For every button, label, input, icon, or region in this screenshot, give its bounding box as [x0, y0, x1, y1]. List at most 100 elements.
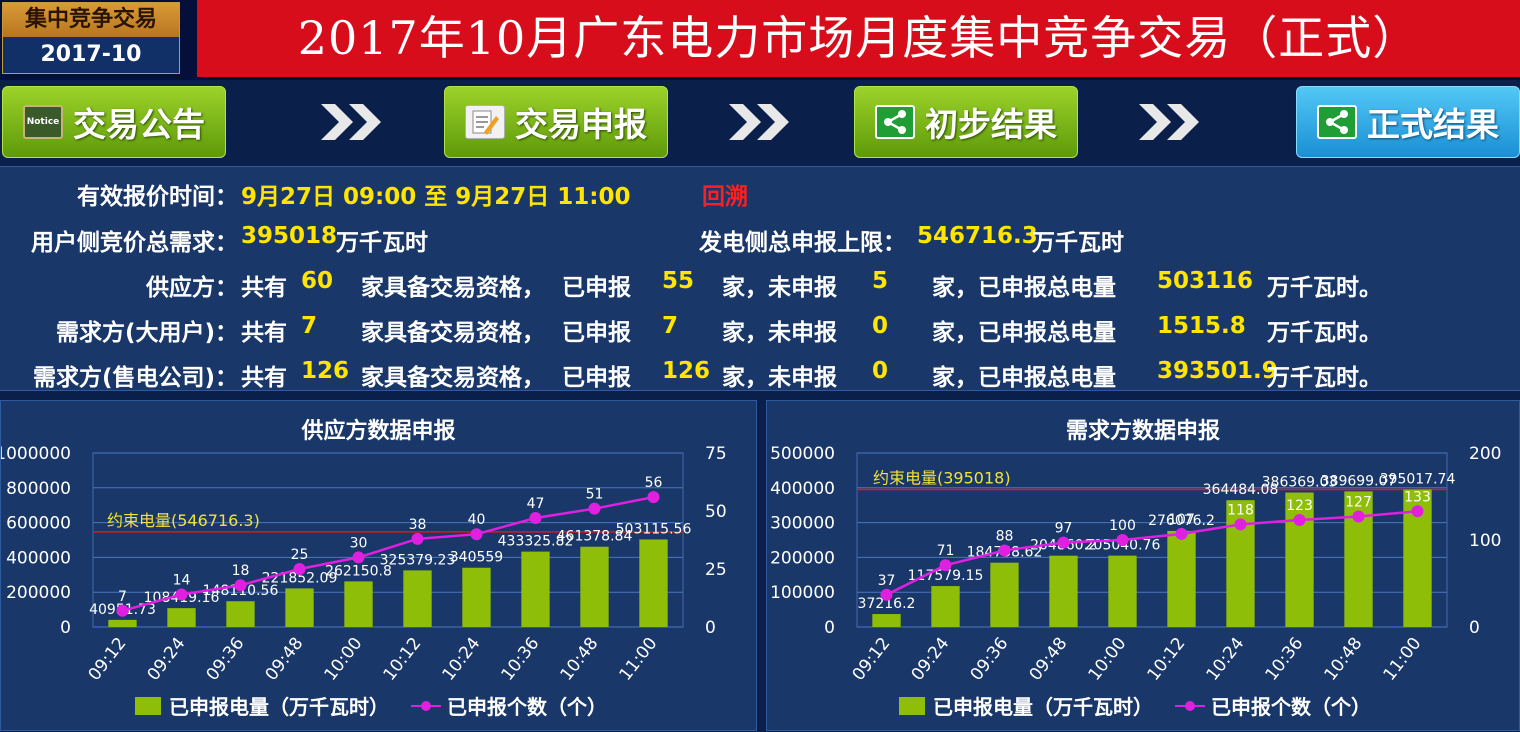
x-tick-label: 10:36 — [498, 634, 544, 685]
count-point-label: 30 — [350, 535, 368, 551]
unreported-text: 家，未申报 — [722, 275, 837, 301]
total-energy-value: 503116 — [1157, 268, 1254, 294]
count-point-label: 107 — [1168, 512, 1195, 528]
chart-legend: 已申报电量（万千瓦时） 已申报个数（个） — [899, 691, 1371, 720]
count-point — [880, 588, 893, 601]
bar-value-label: 461378.84 — [557, 529, 633, 545]
x-tick-label: 10:48 — [1321, 634, 1367, 685]
bar — [872, 614, 901, 627]
right-axis-tick-label: 100 — [1469, 531, 1501, 551]
bar — [285, 588, 314, 627]
total-energy-value: 1515.8 — [1157, 313, 1246, 339]
right-axis-tick-label: 75 — [705, 444, 727, 464]
time-label: 有效报价时间： — [77, 184, 238, 210]
count-point-label: 56 — [645, 475, 663, 491]
legend-bar-label: 已申报电量（万千瓦时） — [933, 695, 1153, 719]
count-point — [1116, 534, 1129, 546]
reported-label: 已申报 — [562, 365, 631, 391]
energy-unit: 万千瓦时。 — [1267, 320, 1382, 346]
bar — [521, 551, 550, 627]
page-title: 2017年10月广东电力市场月度集中竞争交易（正式） — [197, 0, 1520, 77]
energy-unit: 万千瓦时。 — [1267, 365, 1382, 391]
step-announcement-button[interactable]: Notice 交易公告 — [2, 86, 226, 158]
x-tick-label: 09:36 — [967, 634, 1013, 685]
x-tick-label: 09:36 — [203, 634, 249, 685]
chart-title: 供应方数据申报 — [301, 419, 456, 444]
count-point — [175, 588, 188, 601]
form-pencil-icon — [465, 105, 505, 139]
count-point — [1057, 536, 1070, 549]
x-tick-label: 10:12 — [380, 634, 426, 685]
demand-chart-panel: 需求方数据申报 0 100000 200000 300000 400000 500000 0… — [766, 400, 1520, 731]
bar — [1167, 530, 1196, 627]
bar-value-label: 262150.8 — [325, 563, 392, 579]
summary-panel: 有效报价时间： 9月27日 09:00 至 9月27日 11:00 回溯 用户侧… — [0, 166, 1520, 391]
x-tick-label: 09:48 — [262, 634, 308, 685]
count-point — [647, 491, 660, 504]
count-point — [1411, 505, 1424, 518]
x-tick-label: 10:12 — [1144, 634, 1190, 685]
reference-line-label: 约束电量(546716.3) — [107, 511, 260, 530]
count-point — [411, 532, 424, 545]
header: 集中竞争交易 2017-10 2017年10月广东电力市场月度集中竞争交易（正式… — [0, 0, 1520, 80]
badge-month: 2017-10 — [40, 42, 142, 67]
count-point — [293, 563, 306, 575]
step-final-result-button[interactable]: 正式结果 — [1296, 86, 1520, 158]
qualified-text: 家具备交易资格， — [361, 320, 545, 346]
count-point-label: 14 — [173, 573, 191, 589]
total-prefix: 共有 — [241, 365, 287, 391]
qualified-count: 126 — [301, 358, 350, 384]
left-axis-tick-label: 200000 — [770, 548, 835, 568]
legend-bar-label: 已申报电量（万千瓦时） — [169, 695, 389, 719]
count-point — [1234, 518, 1247, 531]
bar-value-label: 37216.2 — [858, 596, 916, 612]
x-tick-label: 09:48 — [1026, 634, 1072, 685]
x-tick-label: 09:12 — [85, 634, 131, 685]
x-tick-label: 10:48 — [557, 634, 603, 685]
count-point-label: 88 — [996, 528, 1014, 544]
bar-value-label: 340559 — [450, 550, 503, 566]
step-declaration-button[interactable]: 交易申报 — [444, 86, 668, 158]
step-label: 交易公告 — [73, 105, 205, 144]
process-nav: Notice 交易公告 交易申报 初步结果 正式结果 — [0, 80, 1520, 164]
right-axis-tick-label: 0 — [1469, 618, 1480, 638]
supply-chart-panel: 供应方数据申报 0 200000 400000 600000 800000 1000000… — [0, 400, 757, 731]
bar-value-label: 389699.07 — [1321, 473, 1397, 489]
demand-value: 395018 — [241, 223, 338, 249]
chart-legend: 已申报电量（万千瓦时） 已申报个数（个） — [135, 691, 607, 720]
left-axis-tick-label: 400000 — [6, 548, 71, 568]
count-point-label: 51 — [586, 487, 604, 503]
left-axis-tick-label: 100000 — [770, 583, 835, 603]
unreported-text: 家，未申报 — [722, 320, 837, 346]
bar-value-label: 364484.08 — [1203, 482, 1279, 498]
left-axis-tick-label: 200000 — [6, 583, 71, 603]
count-point-label: 71 — [937, 543, 955, 559]
left-axis-tick-label: 800000 — [6, 479, 71, 499]
left-axis-tick-label: 0 — [60, 618, 71, 638]
x-tick-label: 09:12 — [849, 634, 895, 685]
legend-bar-swatch — [135, 696, 161, 715]
bar — [167, 608, 196, 627]
review-link[interactable]: 回溯 — [702, 184, 748, 210]
bar — [226, 601, 255, 627]
bar — [931, 586, 960, 627]
left-axis-tick-label: 500000 — [770, 444, 835, 464]
unreported-text: 家，未申报 — [722, 365, 837, 391]
step-label: 正式结果 — [1367, 105, 1499, 144]
count-point-label: 25 — [291, 547, 309, 563]
count-line — [885, 510, 1418, 596]
count-point — [588, 502, 601, 515]
bar-value-label: 386369.03 — [1262, 475, 1338, 491]
legend-line-label: 已申报个数（个） — [1211, 695, 1371, 719]
total-energy-text: 家，已申报总电量 — [932, 320, 1116, 346]
bar — [403, 570, 432, 627]
count-point-label: 47 — [527, 496, 545, 512]
left-axis-tick-label: 0 — [824, 618, 835, 638]
total-energy-text: 家，已申报总电量 — [932, 275, 1116, 301]
bar — [108, 619, 137, 627]
step-preliminary-result-button[interactable]: 初步结果 — [854, 86, 1078, 158]
legend-bar-swatch — [899, 696, 925, 715]
bar-value-label: 503115.56 — [616, 521, 692, 537]
left-axis-tick-label: 1000000 — [1, 444, 71, 464]
step-label: 初步结果 — [925, 105, 1057, 144]
